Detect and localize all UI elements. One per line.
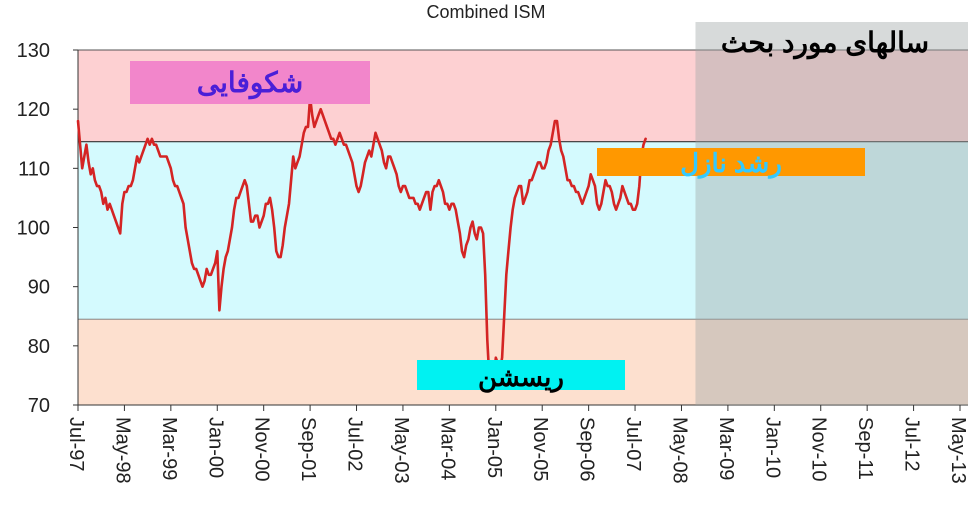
y-tick-label: 70 [28, 395, 50, 417]
x-tick-label: May-03 [390, 417, 412, 484]
series-lines [76, 96, 647, 389]
x-tick-label: Jul-12 [901, 417, 923, 471]
series-line-0 [76, 96, 647, 389]
x-tick-label: Mar-09 [715, 417, 737, 480]
annotation-label-0: شکوفایی [197, 67, 303, 100]
x-tick-label: Nov-10 [808, 417, 830, 481]
y-tick-label: 120 [17, 99, 50, 121]
chart-title: Combined ISM [426, 2, 545, 22]
annotation-label-1: رشد نازل [680, 148, 782, 179]
x-tick-label: Nov-05 [529, 417, 551, 481]
y-tick-label: 110 [18, 158, 50, 180]
x-tick-label: Sep-11 [854, 417, 876, 480]
x-tick-label: Jul-97 [65, 417, 87, 471]
x-tick-label: Jul-02 [344, 417, 366, 471]
x-tick-label: May-13 [947, 417, 969, 484]
zone-labels: شکوفایی رشد نازل ریسشن سالهای مورد بحث [130, 22, 968, 405]
annotation-box-0 [130, 61, 370, 104]
highlight-period [695, 22, 968, 405]
y-tick-label: 80 [28, 336, 50, 358]
y-tick-label: 100 [17, 218, 50, 240]
x-tick-label: Jan-10 [761, 417, 783, 478]
x-tick-label: Jul-07 [622, 417, 644, 471]
annotation-label-3: سالهای مورد بحث [721, 27, 929, 60]
x-tick-label: Nov-00 [251, 417, 273, 481]
axes-group: 130 120 110 100 90 80 70 Jul-97 May-98 Mar-99 Jan-… [17, 40, 969, 484]
y-tick-label: 130 [17, 40, 50, 62]
x-tick-label: Jan-00 [204, 417, 226, 478]
annotation-box-1 [597, 148, 865, 176]
x-tick-label: Jan-05 [483, 417, 505, 478]
x-tick-label: Sep-01 [297, 417, 319, 482]
annotation-label-2: ریسشن [478, 362, 564, 393]
y-tick-label: 90 [28, 277, 50, 299]
x-tick-label: Sep-06 [576, 417, 598, 482]
x-tick-label: May-98 [111, 417, 133, 484]
annotation-box-2 [417, 360, 625, 390]
x-tick-label: Mar-04 [436, 417, 458, 480]
x-tick-label: Mar-99 [158, 417, 180, 480]
x-tick-label: May-08 [668, 417, 690, 484]
